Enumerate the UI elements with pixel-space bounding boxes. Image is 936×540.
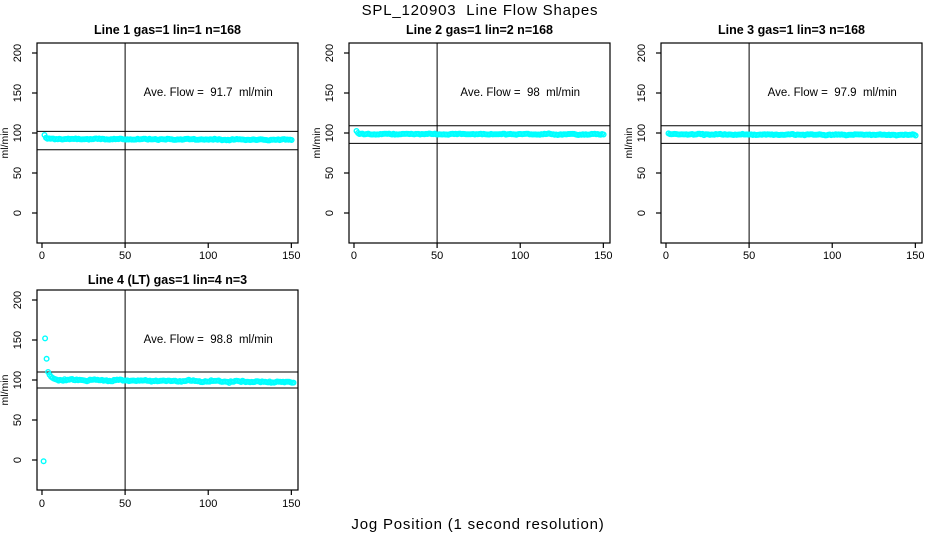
x-tick-label: 0 — [39, 250, 45, 262]
subplot-line-3: 0 50 100 150 0 50 100 150 200 ml/min Line 3 gas=1 … — [623, 23, 925, 262]
ave-flow-annotation: Ave. Flow = 98.8 ml/min — [144, 334, 273, 346]
x-tick-label: 100 — [823, 250, 841, 262]
y-tick-label: 0 — [324, 210, 336, 216]
y-tick-label: 50 — [12, 414, 24, 426]
x-tick-label: 150 — [282, 250, 300, 262]
scatter-points — [353, 127, 607, 138]
subplot-title: Line 1 gas=1 lin=1 n=168 — [94, 23, 241, 37]
y-tick-label: 50 — [12, 167, 24, 179]
x-tick-label: 150 — [594, 250, 612, 262]
x-tick-label: 0 — [39, 498, 45, 510]
x-tick-label: 0 — [351, 250, 357, 262]
scatter-points — [665, 130, 919, 139]
y-axis-label: ml/min — [623, 127, 635, 158]
y-axis-label: ml/min — [0, 374, 11, 405]
scatter-points — [41, 131, 295, 144]
x-tick-label: 50 — [431, 250, 443, 262]
x-tick-label: 100 — [199, 250, 217, 262]
y-tick-label: 200 — [324, 44, 336, 62]
x-tick-label: 50 — [743, 250, 755, 262]
plot-box — [36, 42, 299, 244]
subplot-line-4: 0 50 100 150 0 50 100 150 200 ml/min Line 4 (LT) g… — [0, 273, 301, 510]
x-tick-label: 150 — [282, 498, 300, 510]
ave-flow-annotation: Ave. Flow = 97.9 ml/min — [768, 87, 897, 99]
y-tick-label: 200 — [636, 44, 648, 62]
y-tick-label: 150 — [636, 84, 648, 102]
x-tick-label: 100 — [511, 250, 529, 262]
x-tick-label: 50 — [119, 250, 131, 262]
y-tick-label: 150 — [12, 331, 24, 349]
subplot-line-2: 0 50 100 150 0 50 100 150 200 ml/min Line 2 gas=1 … — [311, 23, 613, 262]
y-tick-label: 200 — [12, 291, 24, 309]
y-tick-label: 100 — [12, 124, 24, 142]
y-tick-label: 100 — [636, 124, 648, 142]
data-point — [290, 379, 297, 386]
y-tick-label: 0 — [12, 457, 24, 463]
data-point — [600, 131, 607, 138]
ave-flow-annotation: Ave. Flow = 91.7 ml/min — [144, 87, 273, 99]
y-tick-label: 50 — [324, 167, 336, 179]
data-point — [40, 458, 47, 465]
x-tick-label: 0 — [663, 250, 669, 262]
data-point — [912, 132, 919, 139]
data-point — [43, 355, 50, 362]
y-tick-label: 0 — [12, 210, 24, 216]
y-tick-label: 100 — [324, 124, 336, 142]
x-tick-label: 50 — [119, 498, 131, 510]
data-point — [288, 136, 295, 143]
subplot-title: Line 3 gas=1 lin=3 n=168 — [718, 23, 865, 37]
subplot-title: Line 4 (LT) gas=1 lin=4 n=3 — [88, 273, 247, 287]
scatter-points — [40, 335, 297, 465]
x-tick-label: 150 — [906, 250, 924, 262]
y-tick-label: 200 — [12, 44, 24, 62]
y-tick-label: 50 — [636, 167, 648, 179]
data-point — [42, 335, 49, 342]
x-tick-label: 100 — [199, 498, 217, 510]
y-tick-label: 100 — [12, 371, 24, 389]
y-axis-label: ml/min — [0, 127, 11, 158]
y-axis-label: ml/min — [311, 127, 323, 158]
subplot-title: Line 2 gas=1 lin=2 n=168 — [406, 23, 553, 37]
subplot-line-1: 0 50 100 150 0 50 100 150 200 ml/min Line 1 gas=1 … — [0, 23, 301, 262]
y-tick-label: 150 — [12, 84, 24, 102]
y-tick-label: 0 — [636, 210, 648, 216]
plot-box — [36, 289, 299, 491]
figure-xlabel: Jog Position (1 second resolution) — [351, 516, 605, 533]
y-tick-label: 150 — [324, 84, 336, 102]
figure-title: SPL_120903 Line Flow Shapes — [361, 2, 599, 19]
ave-flow-annotation: Ave. Flow = 98 ml/min — [460, 87, 580, 99]
